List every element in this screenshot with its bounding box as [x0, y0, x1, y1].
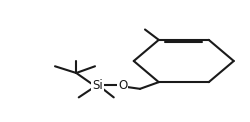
Text: Si: Si — [92, 79, 103, 92]
Text: O: O — [118, 79, 127, 92]
